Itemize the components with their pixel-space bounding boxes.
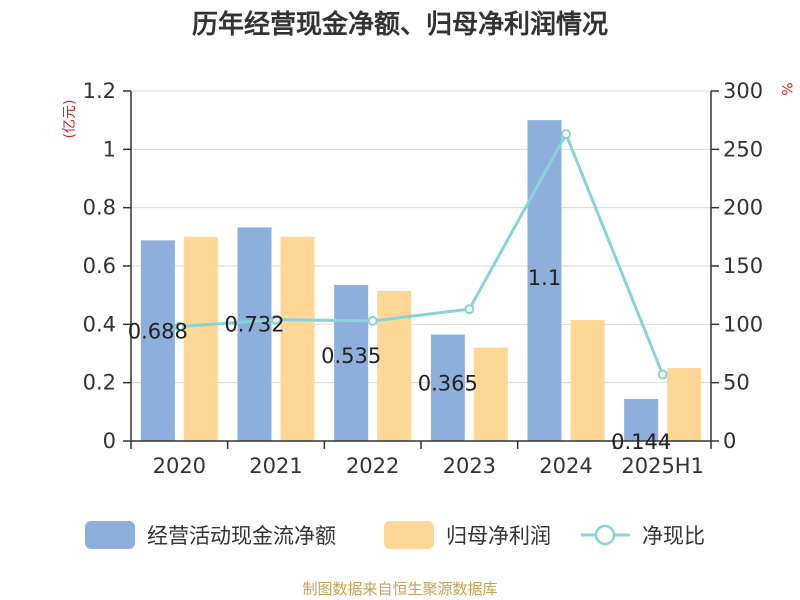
gridlines [131, 90, 711, 384]
category-label-2023: 2023 [443, 454, 496, 478]
left-tick-label: 1 [103, 137, 116, 161]
bar-net-profit-2022 [377, 290, 412, 441]
right-tick-label: 200 [723, 196, 763, 220]
left-tick-label: 0.4 [83, 312, 116, 336]
source-note: 制图数据来自恒生聚源数据库 [302, 580, 497, 598]
legend-swatch-ratio-marker [594, 524, 616, 546]
point-ratio-2024 [561, 129, 571, 140]
left-tick-label: 0 [103, 429, 116, 453]
point-ratio-2022 [367, 315, 378, 326]
bar-net-profit-2021 [280, 236, 315, 441]
bar-cash-flow-2023 [430, 334, 465, 441]
data-label-cash-flow-2022: 0.535 [321, 344, 381, 368]
bar-cash-flow-2020 [140, 240, 175, 441]
legend-label-cash-flow: 经营活动现金流净额 [147, 524, 336, 548]
right-tick-label: 0 [723, 429, 736, 453]
point-ratio-2023 [464, 304, 475, 315]
bar-series [140, 120, 702, 442]
legend-label-ratio: 净现比 [642, 524, 705, 548]
bar-net-profit-2024 [570, 319, 605, 441]
data-label-cash-flow-2020: 0.688 [128, 320, 188, 344]
point-ratio-2021 [271, 314, 281, 325]
data-label-cash-flow-2025H1: 0.144 [611, 430, 671, 454]
bar-net-profit-2025H1 [667, 368, 702, 441]
bar-net-profit-2023 [473, 347, 508, 441]
legend-label-net-profit: 归母净利润 [446, 524, 551, 548]
data-label-cash-flow-2023: 0.365 [418, 371, 478, 395]
legend: 经营活动现金流净额 归母净利润 净现比 [85, 521, 705, 549]
axes [123, 90, 719, 449]
category-label-2025H1: 2025H1 [621, 454, 704, 478]
category-label-2022: 2022 [346, 454, 399, 478]
data-labels: 0.688 0.732 0.535 0.365 1.1 0.144 [128, 266, 671, 454]
right-tick-label: 50 [723, 371, 750, 395]
point-ratio-2020 [174, 321, 185, 332]
data-label-cash-flow-2021: 0.732 [224, 313, 284, 337]
left-tick-label: 0.2 [83, 371, 116, 395]
right-tick-label: 250 [723, 137, 763, 161]
bar-cash-flow-2021 [237, 227, 272, 441]
right-tick-label: 300 [723, 79, 763, 103]
legend-swatch-cash-flow [85, 521, 135, 549]
right-tick-label: 150 [723, 254, 763, 278]
category-label-2021: 2021 [249, 454, 302, 478]
right-axis-unit: % [778, 82, 794, 95]
chart-title: 历年经营现金净额、归母净利润情况 [192, 9, 608, 40]
data-label-cash-flow-2024: 1.1 [528, 266, 561, 290]
left-tick-label: 1.2 [83, 79, 116, 103]
category-label-2020: 2020 [153, 454, 206, 478]
bar-cash-flow-2022 [334, 284, 369, 441]
line-ratio [179, 132, 665, 376]
line-series [174, 129, 668, 380]
tick-labels: 0 0.2 0.4 0.6 0.8 1 1.2 0 50 100 150 200 250 300 2020 2… [83, 79, 764, 478]
right-tick-label: 100 [723, 312, 763, 336]
left-tick-label: 0.8 [83, 196, 116, 220]
point-ratio-2025H1 [657, 369, 668, 380]
left-tick-label: 0.6 [83, 254, 116, 278]
category-label-2024: 2024 [539, 454, 592, 478]
bar-net-profit-2020 [183, 236, 218, 441]
bar-cash-flow-2025H1 [624, 399, 659, 441]
left-axis-unit: (亿元) [62, 100, 78, 139]
legend-swatch-net-profit [384, 521, 434, 549]
